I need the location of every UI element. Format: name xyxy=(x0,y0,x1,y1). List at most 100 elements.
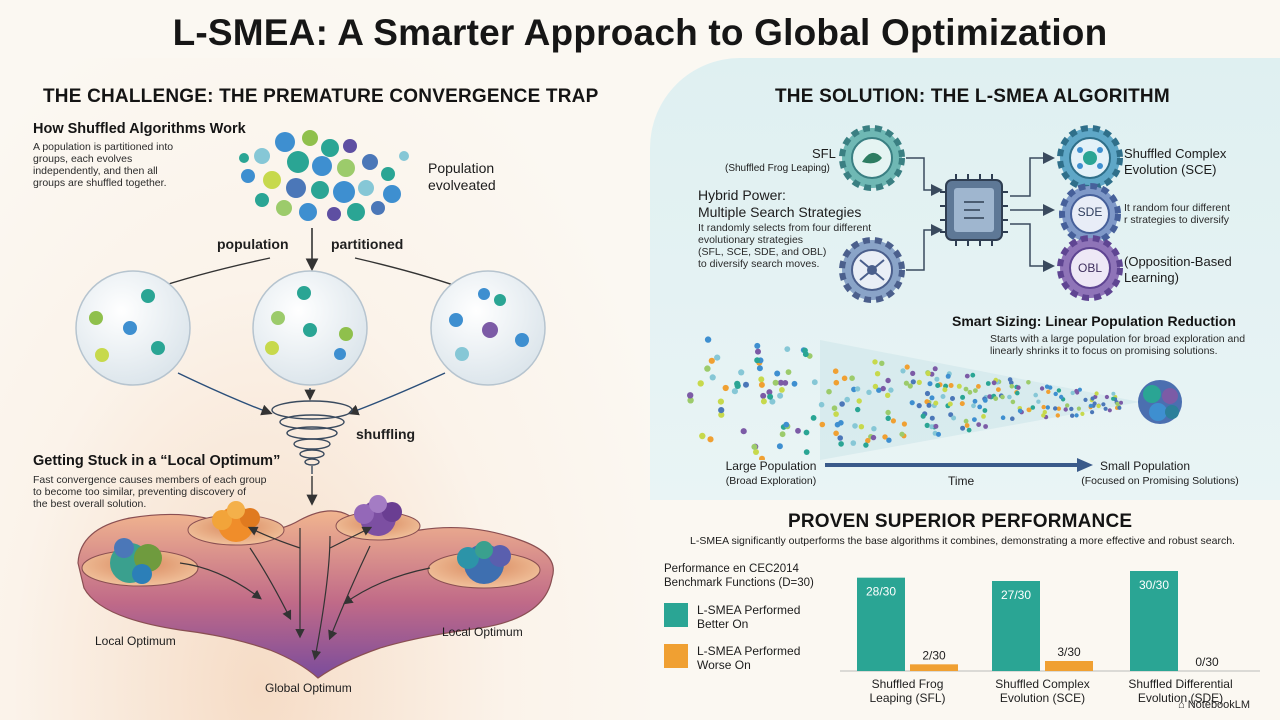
population-dot xyxy=(904,364,910,370)
population-dot xyxy=(970,372,976,378)
population-dot xyxy=(987,394,993,399)
population-dot xyxy=(803,449,810,455)
population-dot xyxy=(890,418,896,424)
population-dot xyxy=(1107,408,1112,413)
challenge-heading: THE CHALLENGE: THE PREMATURE CONVERGENCE… xyxy=(43,86,599,107)
population-dot xyxy=(753,449,759,455)
how-shuffled-title: How Shuffled Algorithms Work xyxy=(33,121,246,137)
population-dot xyxy=(852,423,858,429)
benchmark-title: Performance en CEC2014 Benchmark Functio… xyxy=(664,563,814,589)
hybrid-title: Hybrid Power: Multiple Search Strategies xyxy=(698,187,862,220)
population-dot xyxy=(934,376,940,382)
population-dot xyxy=(1111,396,1116,401)
cluster-purple xyxy=(354,495,402,536)
population-dot xyxy=(802,347,808,354)
population-dot xyxy=(981,414,986,419)
population-dot xyxy=(837,435,843,441)
population-dot xyxy=(769,398,776,405)
population-dot xyxy=(1046,389,1051,394)
population-dot xyxy=(831,405,838,411)
sce-label: Shuffled Complex Evolution (SCE) xyxy=(1124,146,1227,177)
population-dot xyxy=(767,393,774,400)
population-dot xyxy=(759,455,765,460)
population-dot xyxy=(1026,380,1031,385)
population-dot xyxy=(948,383,954,388)
population-dot xyxy=(935,383,941,388)
population-dot xyxy=(779,431,786,438)
population-dot xyxy=(838,441,844,447)
partitioned-label: partitioned xyxy=(331,236,404,252)
population-dot xyxy=(1074,388,1079,394)
population-dot xyxy=(933,423,939,429)
population-dot xyxy=(871,426,877,432)
time-arrow xyxy=(825,458,1093,472)
population-dot xyxy=(936,431,941,437)
population-dot xyxy=(964,423,970,428)
page-title: L-SMEA: A Smarter Approach to Global Opt… xyxy=(172,12,1108,53)
population-dot xyxy=(1088,403,1093,408)
population-dot xyxy=(1074,413,1079,418)
population-dot xyxy=(932,366,938,372)
local-optimum-right-label: Local Optimum xyxy=(442,625,523,639)
population-dot xyxy=(1090,396,1095,401)
population-dot xyxy=(1077,387,1082,392)
population-dot xyxy=(985,381,991,386)
population-dot xyxy=(818,401,825,408)
legend-worse-label: L-SMEA Performed Worse On xyxy=(697,644,801,672)
population-dot xyxy=(833,379,840,386)
population-dot xyxy=(866,389,872,395)
population-dot xyxy=(976,422,982,427)
population-dot xyxy=(803,429,810,436)
sfl-gear-icon xyxy=(839,125,905,191)
population-dot xyxy=(708,357,715,364)
sfl-sublabel: (Shuffled Frog Leaping) xyxy=(725,163,830,174)
population-dot xyxy=(1104,394,1109,400)
population-dot xyxy=(872,383,879,390)
population-dot xyxy=(885,409,891,416)
population-label: population xyxy=(217,236,289,252)
population-dot xyxy=(819,421,826,428)
population-dot xyxy=(756,365,763,372)
legend-better-swatch xyxy=(664,603,688,627)
population-dot xyxy=(929,395,935,401)
population-dot xyxy=(991,380,997,386)
population-dot xyxy=(858,424,865,430)
bar-label-worse-2: 0/30 xyxy=(1195,655,1219,669)
population-dot xyxy=(687,392,694,399)
how-shuffled-text: A population is partitioned into groups,… xyxy=(33,141,174,189)
sde-text: It random four different r strategies to… xyxy=(1124,202,1231,226)
population-dot xyxy=(964,373,970,379)
population-dot xyxy=(782,380,789,386)
population-dot xyxy=(855,406,861,413)
bar-worse-0 xyxy=(910,664,958,671)
bar-better-1 xyxy=(992,581,1040,671)
obl-icon-label: OBL xyxy=(1077,261,1102,275)
population-dot xyxy=(963,418,969,424)
population-dot xyxy=(1059,394,1064,400)
population-dot xyxy=(1063,407,1068,412)
population-dot xyxy=(751,443,758,450)
population-dot xyxy=(791,380,798,387)
population-dot xyxy=(849,375,855,381)
sde-gear-icon xyxy=(1059,183,1121,245)
population-dot xyxy=(810,415,817,421)
population-dot xyxy=(940,394,946,399)
population-dot xyxy=(1070,390,1075,396)
time-label: Time xyxy=(948,474,975,488)
category-label-2: Evolution (SDE) xyxy=(1138,691,1223,705)
small-population-sub: (Focused on Promising Solutions) xyxy=(1081,475,1239,487)
population-dot xyxy=(697,380,704,387)
population-dot xyxy=(839,401,845,407)
population-dot xyxy=(886,437,892,443)
population-dot xyxy=(972,398,978,404)
population-dot xyxy=(916,403,922,409)
population-dot xyxy=(777,392,784,399)
population-dot xyxy=(888,387,894,393)
population-dot xyxy=(929,424,935,430)
legend-better-label: L-SMEA Performed Better On xyxy=(697,603,801,631)
population-dot xyxy=(967,389,973,395)
population-dot xyxy=(1000,415,1006,420)
population-dot xyxy=(833,411,839,417)
bar-label-better-0: 28/30 xyxy=(866,585,896,599)
